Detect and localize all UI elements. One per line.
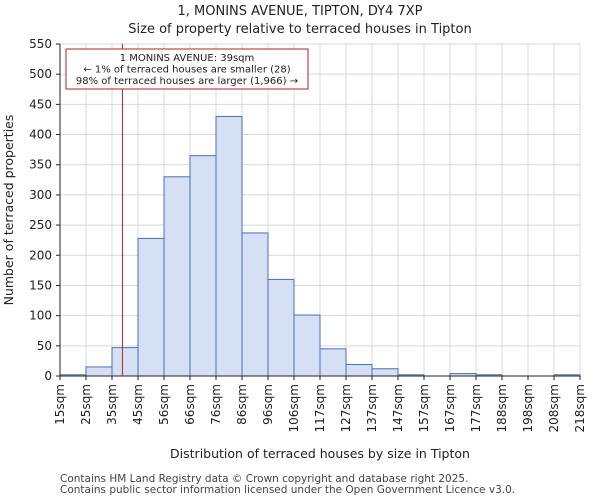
- y-tick-label: 150: [29, 278, 52, 292]
- x-tick-label: 177sqm: [469, 384, 483, 432]
- y-axis-label: Number of terraced properties: [1, 115, 16, 306]
- x-tick-label: 117sqm: [313, 384, 327, 432]
- x-tick-label: 35sqm: [105, 384, 119, 425]
- x-tick-label: 66sqm: [183, 384, 197, 425]
- x-axis-label: Distribution of terraced houses by size …: [170, 446, 470, 461]
- y-tick-label: 50: [37, 339, 52, 353]
- annotation-line: ← 1% of terraced houses are smaller (28): [83, 65, 290, 76]
- annotation-line: 98% of terraced houses are larger (1,966…: [76, 76, 298, 87]
- x-tick-label: 137sqm: [365, 384, 379, 432]
- histogram-bar: [163, 176, 191, 377]
- histogram-bar: [319, 348, 347, 377]
- y-tick-label: 400: [29, 128, 52, 142]
- histogram-bar: [85, 366, 113, 377]
- x-tick-label: 198sqm: [521, 384, 535, 432]
- histogram-bar: [293, 314, 321, 377]
- histogram-bar: [111, 347, 139, 377]
- chart-title: 1, MONINS AVENUE, TIPTON, DY4 7XP: [177, 4, 423, 19]
- histogram-bar: [267, 278, 295, 377]
- x-tick-label: 86sqm: [235, 384, 249, 425]
- chart-subtitle: Size of property relative to terraced ho…: [128, 22, 472, 37]
- x-tick-label: 45sqm: [131, 384, 145, 425]
- x-tick-label: 15sqm: [53, 384, 67, 425]
- y-tick-label: 550: [29, 37, 52, 51]
- y-tick-label: 0: [44, 369, 52, 383]
- footer-copyright: Contains HM Land Registry data © Crown c…: [60, 473, 469, 485]
- annotation-box: [65, 48, 309, 90]
- y-tick-label: 350: [29, 158, 52, 172]
- y-tick-label: 300: [29, 188, 52, 202]
- x-tick-label: 208sqm: [547, 384, 561, 432]
- histogram-bar: [345, 364, 373, 377]
- y-tick-label: 250: [29, 218, 52, 232]
- y-tick-label: 200: [29, 248, 52, 262]
- histogram-bar: [241, 232, 269, 377]
- x-tick-label: 76sqm: [209, 384, 223, 425]
- y-tick-label: 450: [29, 97, 52, 111]
- x-tick-label: 157sqm: [417, 384, 431, 432]
- histogram-bar: [371, 368, 399, 377]
- footer-licence: Contains public sector information licen…: [60, 484, 516, 496]
- x-tick-label: 106sqm: [287, 384, 301, 432]
- x-tick-label: 25sqm: [79, 384, 93, 425]
- x-tick-label: 147sqm: [391, 384, 405, 432]
- histogram-bar: [215, 115, 243, 377]
- x-tick-label: 218sqm: [573, 384, 587, 432]
- y-tick-label: 500: [29, 67, 52, 81]
- histogram-chart: 0 50 100 150 200 250 300 350 400 450 500 550 15sqm 25…: [1, 37, 587, 461]
- y-tick-label: 100: [29, 309, 52, 323]
- histogram-bar: [189, 155, 217, 377]
- annotation-line: 1 MONINS AVENUE: 39sqm: [120, 53, 255, 64]
- x-tick-label: 167sqm: [443, 384, 457, 432]
- histogram-bar: [137, 237, 165, 377]
- x-tick-label: 188sqm: [495, 384, 509, 432]
- x-tick-label: 56sqm: [157, 384, 171, 425]
- x-tick-label: 96sqm: [261, 384, 275, 425]
- x-tick-label: 127sqm: [339, 384, 353, 432]
